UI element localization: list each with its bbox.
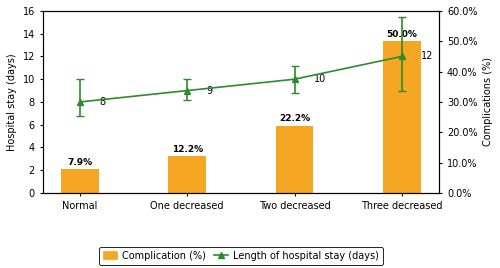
Text: 7.9%: 7.9% — [68, 158, 92, 167]
Y-axis label: Complications (%): Complications (%) — [483, 57, 493, 146]
Text: 9: 9 — [206, 85, 212, 96]
Text: 10: 10 — [314, 74, 326, 84]
Text: 22.2%: 22.2% — [279, 114, 310, 123]
Bar — [276, 126, 314, 193]
Bar — [61, 169, 98, 193]
Legend: Complication (%), Length of hospital stay (days): Complication (%), Length of hospital sta… — [99, 247, 383, 265]
Bar — [383, 41, 420, 193]
Y-axis label: Hospital stay (days): Hospital stay (days) — [7, 53, 17, 151]
Text: 12.2%: 12.2% — [172, 145, 203, 154]
Text: 8: 8 — [100, 97, 105, 107]
Text: 12: 12 — [421, 51, 434, 61]
Bar — [168, 156, 206, 193]
Text: 50.0%: 50.0% — [386, 30, 417, 39]
